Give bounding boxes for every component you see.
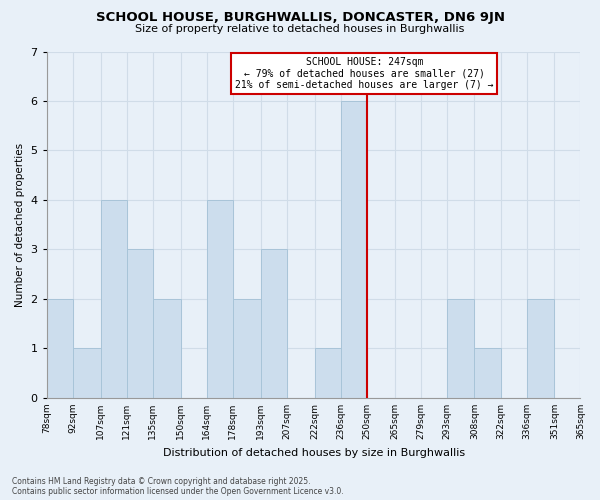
Bar: [475, 348, 500, 398]
Bar: [73, 348, 101, 398]
Bar: [206, 200, 233, 398]
Text: Contains HM Land Registry data © Crown copyright and database right 2025.
Contai: Contains HM Land Registry data © Crown c…: [12, 476, 344, 496]
Text: Size of property relative to detached houses in Burghwallis: Size of property relative to detached ho…: [136, 24, 464, 34]
Bar: [527, 299, 554, 398]
Bar: [314, 348, 341, 398]
Bar: [47, 299, 73, 398]
Bar: [127, 250, 153, 398]
Bar: [101, 200, 127, 398]
Text: SCHOOL HOUSE, BURGHWALLIS, DONCASTER, DN6 9JN: SCHOOL HOUSE, BURGHWALLIS, DONCASTER, DN…: [95, 12, 505, 24]
Bar: [153, 299, 181, 398]
Y-axis label: Number of detached properties: Number of detached properties: [15, 142, 25, 307]
X-axis label: Distribution of detached houses by size in Burghwallis: Distribution of detached houses by size …: [163, 448, 464, 458]
Bar: [260, 250, 287, 398]
Bar: [341, 101, 367, 398]
Bar: [446, 299, 475, 398]
Bar: [233, 299, 260, 398]
Text: SCHOOL HOUSE: 247sqm
← 79% of detached houses are smaller (27)
21% of semi-detac: SCHOOL HOUSE: 247sqm ← 79% of detached h…: [235, 56, 494, 90]
